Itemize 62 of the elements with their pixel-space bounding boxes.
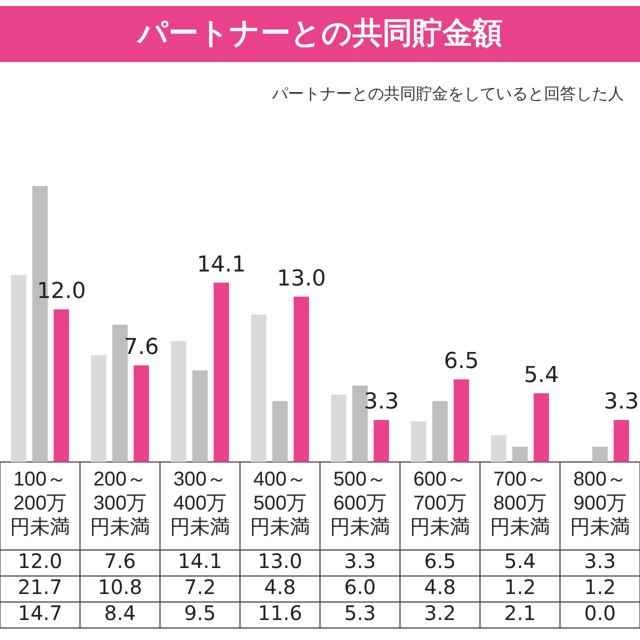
data-label: 10.8 [98, 575, 142, 600]
data-label: 3.2 [424, 601, 456, 626]
data-label: 5.3 [344, 601, 376, 626]
data-label: 4.8 [424, 575, 456, 600]
x-tick-label: 400～500万円未満 [250, 468, 310, 539]
data-label: 13.0 [258, 549, 302, 574]
text: 7.6 [124, 335, 159, 360]
bar [192, 370, 208, 462]
data-label: 14.1 [178, 549, 222, 574]
text: 3.3 [604, 390, 639, 415]
bar [534, 393, 550, 462]
bar [134, 365, 150, 462]
data-label: 14.7 [18, 601, 62, 626]
data-label: 3.3 [344, 549, 376, 574]
bar [512, 446, 528, 462]
data-label: 2.1 [504, 601, 536, 626]
text: 6.5 [444, 349, 479, 374]
bar [170, 341, 186, 462]
data-label: 0.0 [584, 601, 616, 626]
x-tick-label: 100～200万円未満 [10, 468, 70, 539]
data-label: 21.7 [18, 575, 62, 600]
text: 13.0 [276, 266, 326, 292]
bar [294, 296, 310, 462]
data-label: 4.8 [264, 575, 296, 600]
bar [250, 314, 266, 462]
data-label: 1.2 [504, 575, 536, 600]
bar [272, 400, 288, 462]
x-tick-label: 600～700万円未満 [410, 468, 470, 539]
data-label: 7.6 [104, 549, 136, 574]
text: 14.1 [196, 252, 246, 278]
data-label: 9.5 [184, 601, 216, 626]
chart-subtitle: パートナーとの共同貯金をしていると回答した人 [271, 83, 625, 105]
bar [374, 420, 390, 462]
bar [592, 446, 608, 462]
bar [10, 275, 26, 462]
bar [432, 400, 448, 462]
data-label: 3.3 [584, 549, 616, 574]
bar [54, 309, 70, 462]
x-tick-label: 500～600万円未満 [330, 468, 390, 539]
data-label: 5.4 [504, 549, 536, 574]
data-label: 6.0 [344, 575, 376, 600]
bar [90, 355, 106, 462]
bar [214, 282, 230, 462]
bar [490, 435, 506, 462]
data-label: 12.0 [18, 549, 62, 574]
chart-title: パートナーとの共同貯金額 [0, 6, 640, 62]
text: 3.3 [364, 390, 399, 415]
bar [410, 421, 426, 462]
bar [454, 379, 470, 462]
data-label: 1.2 [584, 575, 616, 600]
text: 5.4 [524, 363, 559, 388]
x-tick-label: 700～800万円未満 [490, 468, 550, 539]
data-label: 11.6 [258, 601, 302, 626]
data-label: 8.4 [104, 601, 136, 626]
x-tick-label: 800～900万円未満 [570, 468, 630, 539]
bar [614, 420, 630, 462]
data-label: 7.2 [184, 575, 216, 600]
text: 12.0 [36, 279, 86, 304]
x-tick-label: 200～300万円未満 [90, 468, 150, 539]
data-label: 6.5 [424, 549, 456, 574]
bar [330, 394, 346, 462]
x-tick-label: 300～400万円未満 [170, 468, 230, 539]
